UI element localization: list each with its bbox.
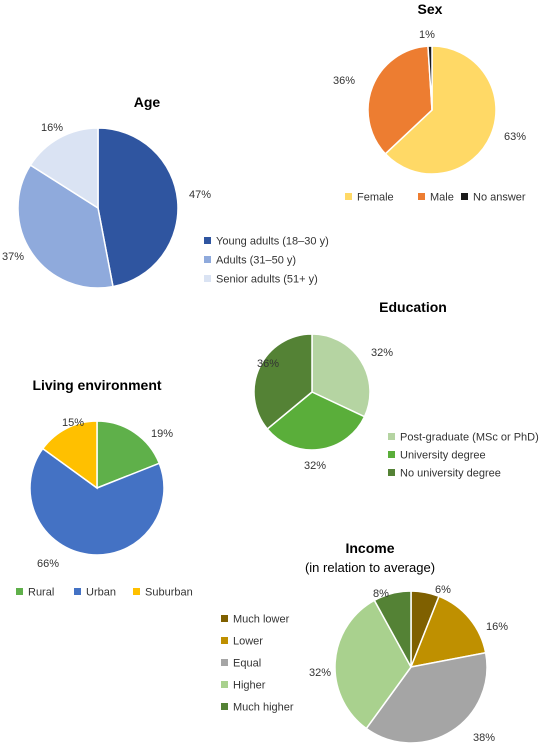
sex-slice-2 bbox=[367, 45, 433, 155]
education-legend-swatch-3 bbox=[388, 469, 395, 476]
income-legend-swatch-1 bbox=[221, 615, 228, 622]
age-slice-1 bbox=[97, 127, 179, 288]
income-data-label-2: 16% bbox=[486, 621, 508, 633]
age-slice-2 bbox=[17, 164, 114, 289]
living-slice-1 bbox=[96, 420, 161, 490]
income-slice-3 bbox=[365, 651, 488, 744]
sex-legend-entry-1: Female bbox=[357, 192, 394, 204]
living-legend-swatch-3 bbox=[133, 588, 140, 595]
living-legend-entry-2: Urban bbox=[86, 587, 116, 599]
income-chart-subtitle: (in relation to average) bbox=[305, 560, 435, 575]
living-chart-title: Living environment bbox=[32, 377, 161, 393]
income-legend-entry-4: Higher bbox=[233, 680, 266, 692]
income-legend-swatch-5 bbox=[221, 703, 228, 710]
living-data-label-2: 66% bbox=[37, 558, 59, 570]
income-slice-2 bbox=[409, 595, 487, 668]
sex-legend: Female Male No answer bbox=[345, 192, 526, 204]
income-legend: Much lower Lower Equal Higher Much higher bbox=[221, 614, 294, 714]
sex-data-label-1: 63% bbox=[504, 131, 526, 143]
living-data-label-1: 19% bbox=[151, 428, 173, 440]
age-legend-swatch-3 bbox=[204, 275, 211, 282]
living-legend-entry-1: Rural bbox=[28, 587, 54, 599]
income-data-label-4: 32% bbox=[309, 667, 331, 679]
income-legend-entry-5: Much higher bbox=[233, 702, 294, 714]
living-legend-swatch-1 bbox=[16, 588, 23, 595]
living-slice-3 bbox=[41, 420, 98, 490]
education-pie-chart: Education 32% 32% 36% Post-graduate (MSc or … bbox=[253, 299, 539, 480]
education-chart-title: Education bbox=[379, 299, 447, 315]
education-legend: Post-graduate (MSc or PhD) University deg… bbox=[388, 432, 539, 480]
education-data-label-2: 32% bbox=[304, 460, 326, 472]
sex-data-label-3: 1% bbox=[419, 29, 435, 41]
education-legend-entry-2: University degree bbox=[400, 450, 486, 462]
age-data-label-3: 16% bbox=[41, 122, 63, 134]
living-legend-entry-3: Suburban bbox=[145, 587, 193, 599]
sex-legend-entry-3: No answer bbox=[473, 192, 526, 204]
sex-legend-entry-2: Male bbox=[430, 192, 454, 204]
income-legend-entry-3: Equal bbox=[233, 658, 261, 670]
income-data-label-1: 6% bbox=[435, 584, 451, 596]
income-legend-swatch-2 bbox=[221, 637, 228, 644]
income-data-label-5: 8% bbox=[373, 588, 389, 600]
education-legend-swatch-2 bbox=[388, 451, 395, 458]
sex-chart-title: Sex bbox=[418, 1, 443, 17]
age-legend: Young adults (18–30 y) Adults (31–50 y) Se… bbox=[204, 236, 329, 286]
sex-legend-swatch-1 bbox=[345, 193, 352, 200]
income-chart-title: Income bbox=[345, 540, 394, 556]
education-legend-entry-3: No university degree bbox=[400, 468, 501, 480]
living-pie-chart: Living environment 19% 66% 15% Rural Urban Sub… bbox=[16, 377, 193, 599]
sex-legend-swatch-2 bbox=[418, 193, 425, 200]
income-pie-chart: Income (in relation to average)6% 16% 38% 32… bbox=[221, 540, 508, 744]
sex-legend-swatch-3 bbox=[461, 193, 468, 200]
age-data-label-1: 47% bbox=[189, 189, 211, 201]
income-legend-swatch-3 bbox=[221, 659, 228, 666]
sex-data-label-2: 36% bbox=[333, 75, 355, 87]
age-pie-chart: Age 47% 37% 16% Young adults (18–30 y) Adults… bbox=[2, 94, 329, 289]
education-slice-1 bbox=[311, 333, 371, 418]
age-data-label-2: 37% bbox=[2, 251, 24, 263]
education-data-label-1: 32% bbox=[371, 347, 393, 359]
education-slice-2 bbox=[266, 391, 366, 451]
income-legend-swatch-4 bbox=[221, 681, 228, 688]
income-slice-4 bbox=[334, 599, 412, 730]
sex-slice-3 bbox=[427, 45, 433, 111]
age-legend-swatch-2 bbox=[204, 256, 211, 263]
sex-pie-chart: Sex 63% 36% 1% Female Male No answer bbox=[333, 1, 526, 204]
education-data-label-3: 36% bbox=[257, 358, 279, 370]
income-legend-entry-2: Lower bbox=[233, 636, 263, 648]
education-legend-swatch-1 bbox=[388, 433, 395, 440]
living-legend-swatch-2 bbox=[74, 588, 81, 595]
age-legend-swatch-1 bbox=[204, 237, 211, 244]
age-slice-3 bbox=[29, 127, 99, 210]
age-chart-title: Age bbox=[134, 94, 161, 110]
income-data-label-3: 38% bbox=[473, 732, 495, 744]
living-data-label-3: 15% bbox=[62, 417, 84, 429]
income-legend-entry-1: Much lower bbox=[233, 614, 290, 626]
age-legend-entry-2: Adults (31–50 y) bbox=[216, 255, 296, 267]
living-slice-2 bbox=[29, 447, 165, 556]
education-slice-3 bbox=[253, 333, 313, 431]
age-legend-entry-3: Senior adults (51+ y) bbox=[216, 274, 318, 286]
living-legend: Rural Urban Suburban bbox=[16, 587, 193, 599]
sex-slice-1 bbox=[384, 45, 497, 175]
education-legend-entry-1: Post-graduate (MSc or PhD) bbox=[400, 432, 539, 444]
income-slice-5 bbox=[373, 590, 412, 668]
age-legend-entry-1: Young adults (18–30 y) bbox=[216, 236, 329, 248]
